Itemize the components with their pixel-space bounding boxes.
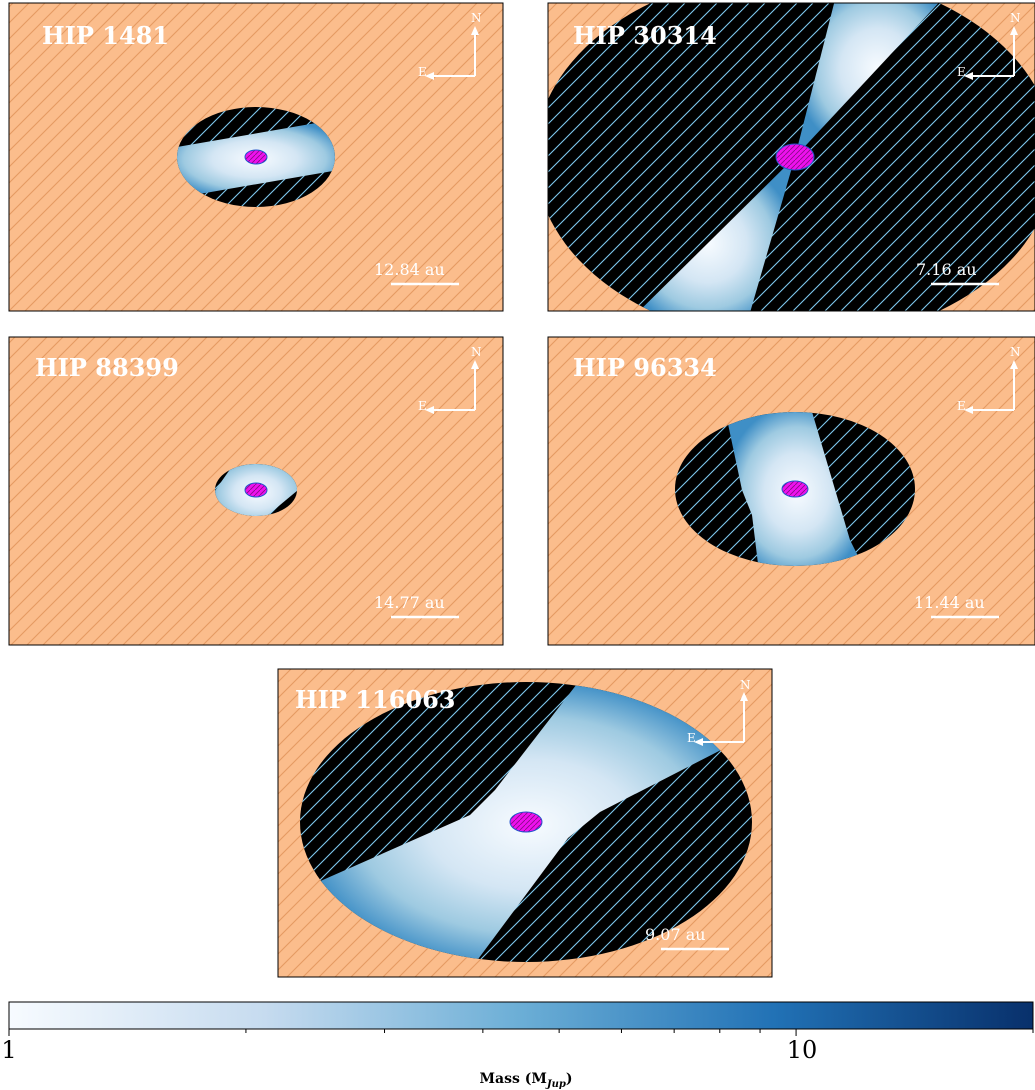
star-marker [244,149,268,165]
north-arrow-icon [1010,360,1018,369]
star-marker [244,482,268,498]
star-marker [509,811,543,833]
scale-bar-label: 12.84 au [374,260,445,279]
colorbar-tick-label-1: 1 [1,1036,16,1064]
east-label: E [418,399,427,413]
compass: N E [418,11,482,80]
east-arrow-icon [694,738,703,746]
panel-title: HIP 96334 [573,353,717,382]
east-arrow-icon [964,72,973,80]
east-arrow-icon [425,72,434,80]
panel-title: HIP 1481 [42,21,169,50]
panel-hip-1481: HIP 1481 N E 12.84 au [8,2,504,312]
east-label: E [687,731,696,745]
colorbar-ticks [8,1029,1034,1036]
mass-sensitivity-band [620,157,795,311]
colorbar-gradient [8,1001,1034,1030]
panel-hip-96334: HIP 96334 N E 11.44 au [547,336,1035,646]
north-arrow-icon [740,692,748,701]
compass: N E [418,345,482,414]
north-arrow-icon [471,360,479,369]
scale-bar-label: 7.16 au [916,260,977,279]
scale-bar-label: 14.77 au [374,593,445,612]
east-arrow-icon [425,406,434,414]
east-label: E [957,65,966,79]
compass: N E [687,678,751,746]
north-arrow-icon [1010,26,1018,35]
north-label: N [740,678,751,692]
north-arrow-icon [471,26,479,35]
colorbar-tick-label-10: 10 [787,1036,818,1064]
colorbar: 1 10 Mass (MJup) [1,1001,1034,1090]
panel-hip-88399: HIP 88399 N E 14.77 au [8,336,504,646]
scale-bar-label: 9.07 au [645,925,706,944]
east-label: E [957,399,966,413]
east-label: E [418,65,427,79]
scale-bar-label: 11.44 au [914,593,985,612]
panel-title: HIP 30314 [573,21,717,50]
mass-sensitivity-band [795,3,960,157]
compass: N E [957,345,1021,414]
star-marker [775,143,815,171]
panel-title: HIP 88399 [35,353,179,382]
panel-title: HIP 116063 [295,685,456,714]
east-arrow-icon [964,406,973,414]
panel-hip-116063: HIP 116063 N E 9.07 au [277,668,773,978]
colorbar-label: Mass (MJup) [480,1071,573,1090]
north-label: N [1010,345,1021,359]
north-label: N [471,11,482,25]
star-marker [781,480,809,498]
north-label: N [1010,11,1021,25]
compass: N E [957,11,1021,80]
north-label: N [471,345,482,359]
panel-hip-30314: HIP 30314 N E 7.16 au [547,2,1035,312]
